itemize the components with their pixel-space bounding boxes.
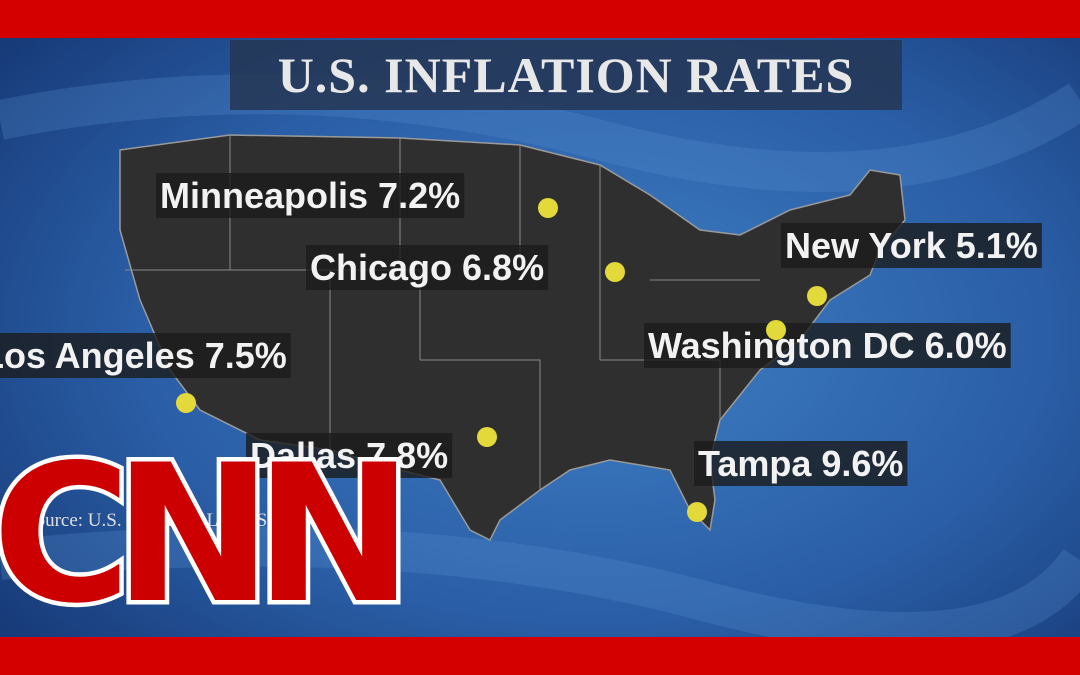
fabric-texture	[0, 74, 1080, 652]
label-box	[246, 433, 453, 478]
city-label: Los Angeles 7.5%	[0, 335, 287, 376]
title-box	[230, 40, 902, 110]
city-rate: 6.8%	[462, 247, 544, 288]
city-label: Dallas 7.8%	[250, 435, 448, 476]
city-name: Minneapolis	[160, 175, 368, 216]
city-dot	[605, 262, 625, 282]
city-rate: 9.6%	[821, 443, 903, 484]
top-bar	[0, 0, 1080, 38]
city-dot	[477, 427, 497, 447]
city-dot	[766, 320, 786, 340]
label-box	[644, 323, 1011, 368]
bottom-bar	[0, 637, 1080, 675]
city-rate: 7.2%	[378, 175, 460, 216]
label-box	[156, 173, 465, 218]
city-dot	[807, 286, 827, 306]
city-name: Dallas	[250, 435, 356, 476]
city-labels: Minneapolis 7.2% Chicago 6.8% New York 5.1…	[0, 173, 1042, 522]
label-box	[0, 333, 291, 378]
city-name: New York	[785, 225, 947, 266]
city-dot	[687, 502, 707, 522]
label-box	[306, 245, 549, 290]
city-label: Chicago 6.8%	[310, 247, 544, 288]
city-rate: 5.1%	[956, 225, 1038, 266]
logo: CNN	[0, 424, 396, 645]
city-label: New York 5.1%	[785, 225, 1038, 266]
label-box	[781, 223, 1042, 268]
city-rate: 6.0%	[925, 325, 1007, 366]
source: Source: U.S. Bureau of Labor Statistics	[25, 510, 325, 531]
city-label: Minneapolis 7.2%	[160, 175, 460, 216]
city-rate: 7.8%	[366, 435, 448, 476]
city-label: Washington DC 6.0%	[648, 325, 1007, 366]
label-box	[694, 441, 908, 486]
city-name: Los Angeles	[0, 335, 195, 376]
city-name: Chicago	[310, 247, 452, 288]
city-rate: 7.5%	[205, 335, 287, 376]
city-dot	[538, 198, 558, 218]
city-label: Tampa 9.6%	[698, 443, 903, 484]
city-name: Tampa	[698, 443, 812, 484]
city-dot	[176, 393, 196, 413]
title: U.S. INFLATION RATES	[278, 47, 855, 103]
